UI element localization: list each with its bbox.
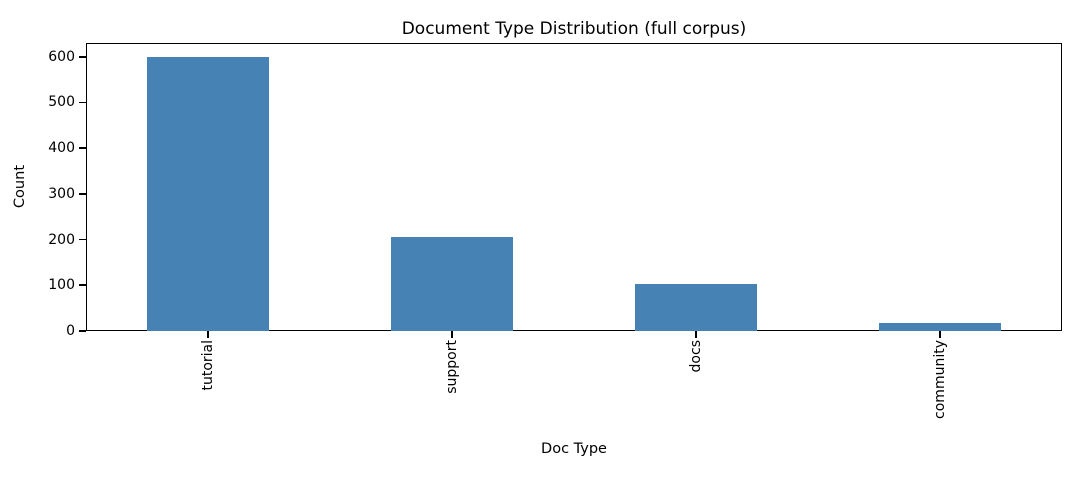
bar-tutorial bbox=[147, 56, 269, 331]
bar-docs bbox=[635, 284, 757, 331]
bar-community bbox=[879, 322, 1001, 331]
y-tick-mark bbox=[79, 101, 86, 104]
x-tick-label-text: community bbox=[932, 340, 948, 419]
x-tick-label-text: support bbox=[444, 340, 460, 394]
y-tick-mark bbox=[79, 147, 86, 149]
x-tick-label: community bbox=[929, 340, 951, 419]
y-tick-mark bbox=[79, 55, 86, 58]
x-tick-label-text: tutorial bbox=[200, 340, 216, 391]
y-tick-mark bbox=[79, 284, 86, 287]
x-tick-mark bbox=[451, 331, 453, 338]
x-tick-label-text: docs bbox=[688, 340, 704, 373]
bar-support bbox=[391, 237, 513, 331]
y-tick-mark bbox=[79, 193, 86, 195]
y-tick-mark bbox=[79, 238, 86, 241]
x-tick-mark bbox=[207, 331, 209, 338]
y-tick-mark bbox=[79, 330, 86, 332]
y-tick-label: 200 bbox=[48, 231, 75, 248]
x-tick-mark bbox=[939, 331, 941, 338]
x-tick-label: docs bbox=[685, 340, 707, 372]
chart-title: Document Type Distribution (full corpus) bbox=[401, 19, 747, 39]
y-tick-label: 400 bbox=[48, 140, 75, 157]
y-tick-label: 300 bbox=[48, 185, 75, 202]
x-tick-label: support bbox=[441, 340, 463, 394]
y-tick-label: 0 bbox=[66, 323, 75, 339]
x-tick-mark bbox=[695, 331, 697, 338]
x-axis-label: Doc Type bbox=[541, 441, 607, 457]
x-tick-label: tutorial bbox=[197, 340, 219, 391]
y-tick-label: 600 bbox=[48, 48, 75, 65]
y-tick-label: 500 bbox=[48, 94, 75, 111]
y-tick-label: 100 bbox=[48, 277, 75, 294]
